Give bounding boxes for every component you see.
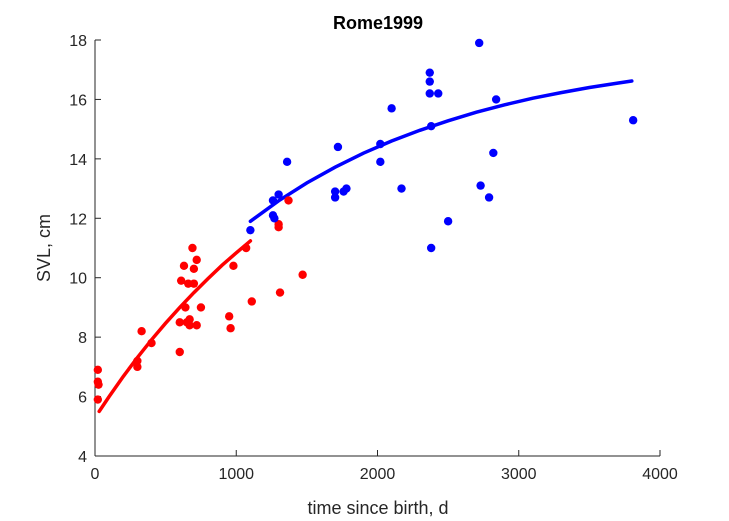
data-point <box>229 261 238 271</box>
x-tick-label: 4000 <box>642 466 678 483</box>
data-point <box>94 380 103 389</box>
data-point <box>333 142 343 152</box>
data-point <box>188 243 197 253</box>
y-tick-label: 4 <box>78 449 87 466</box>
data-point <box>397 184 406 193</box>
data-point <box>298 270 307 279</box>
data-point <box>93 395 103 404</box>
y-tick-label: 16 <box>69 92 87 109</box>
data-point <box>246 225 255 235</box>
data-point <box>282 157 292 167</box>
data-point <box>628 116 638 125</box>
data-point <box>226 324 235 333</box>
data-point <box>434 89 443 98</box>
data-point <box>268 196 278 205</box>
data-point <box>137 327 146 336</box>
fit-curves <box>97 79 634 414</box>
fit-curve <box>248 79 634 224</box>
x-tick-label: 3000 <box>501 466 537 483</box>
data-point <box>175 347 184 357</box>
data-point <box>342 184 351 193</box>
data-point <box>274 190 283 199</box>
data-point <box>274 223 283 232</box>
data-point <box>475 38 484 48</box>
data-point <box>185 321 194 330</box>
data-point <box>443 217 453 226</box>
data-point <box>241 243 251 253</box>
y-tick-label: 18 <box>69 33 87 50</box>
y-axis-label: SVL, cm <box>34 214 54 282</box>
data-point <box>196 303 206 312</box>
data-point <box>387 104 396 113</box>
data-point <box>330 187 340 196</box>
data-point <box>376 157 385 167</box>
data-point <box>484 193 494 202</box>
data-point <box>376 139 385 149</box>
y-tick-label: 12 <box>69 211 87 228</box>
data-point <box>147 338 156 348</box>
data-point <box>189 279 199 288</box>
data-point <box>224 312 234 321</box>
data-point <box>426 243 436 253</box>
data-point <box>93 365 103 375</box>
data-point <box>284 196 293 205</box>
x-axis-label: time since birth, d <box>307 498 448 518</box>
data-point <box>176 276 186 285</box>
data-point <box>185 315 194 324</box>
data-point <box>247 297 256 306</box>
data-point <box>181 303 190 312</box>
x-tick-label: 1000 <box>218 466 254 483</box>
data-point <box>133 356 142 366</box>
data-point <box>175 318 184 327</box>
chart-title: Rome1999 <box>333 13 423 33</box>
data-point <box>425 68 434 77</box>
y-tick-label: 8 <box>78 330 87 347</box>
data-point <box>425 89 434 98</box>
data-point <box>489 148 498 158</box>
x-tick-label: 0 <box>91 466 100 483</box>
data-point <box>189 264 199 273</box>
data-point <box>179 261 189 271</box>
data-point <box>491 95 501 104</box>
data-point <box>192 321 201 330</box>
data-point <box>476 181 485 190</box>
data-point <box>425 77 434 86</box>
fit-curve <box>97 239 253 414</box>
y-tick-label: 10 <box>69 271 87 288</box>
y-tick-label: 6 <box>78 390 87 407</box>
axes: 0 1000 2000 3000 4000 4 6 8 10 12 14 16 18 <box>69 33 678 483</box>
data-point <box>133 362 142 372</box>
data-point <box>275 288 285 297</box>
data-point <box>270 214 279 223</box>
y-tick-label: 14 <box>69 152 87 169</box>
data-point <box>330 193 340 202</box>
data-point <box>426 121 436 131</box>
data-point <box>192 255 201 265</box>
x-tick-label: 2000 <box>360 466 396 483</box>
data-points <box>93 38 638 404</box>
